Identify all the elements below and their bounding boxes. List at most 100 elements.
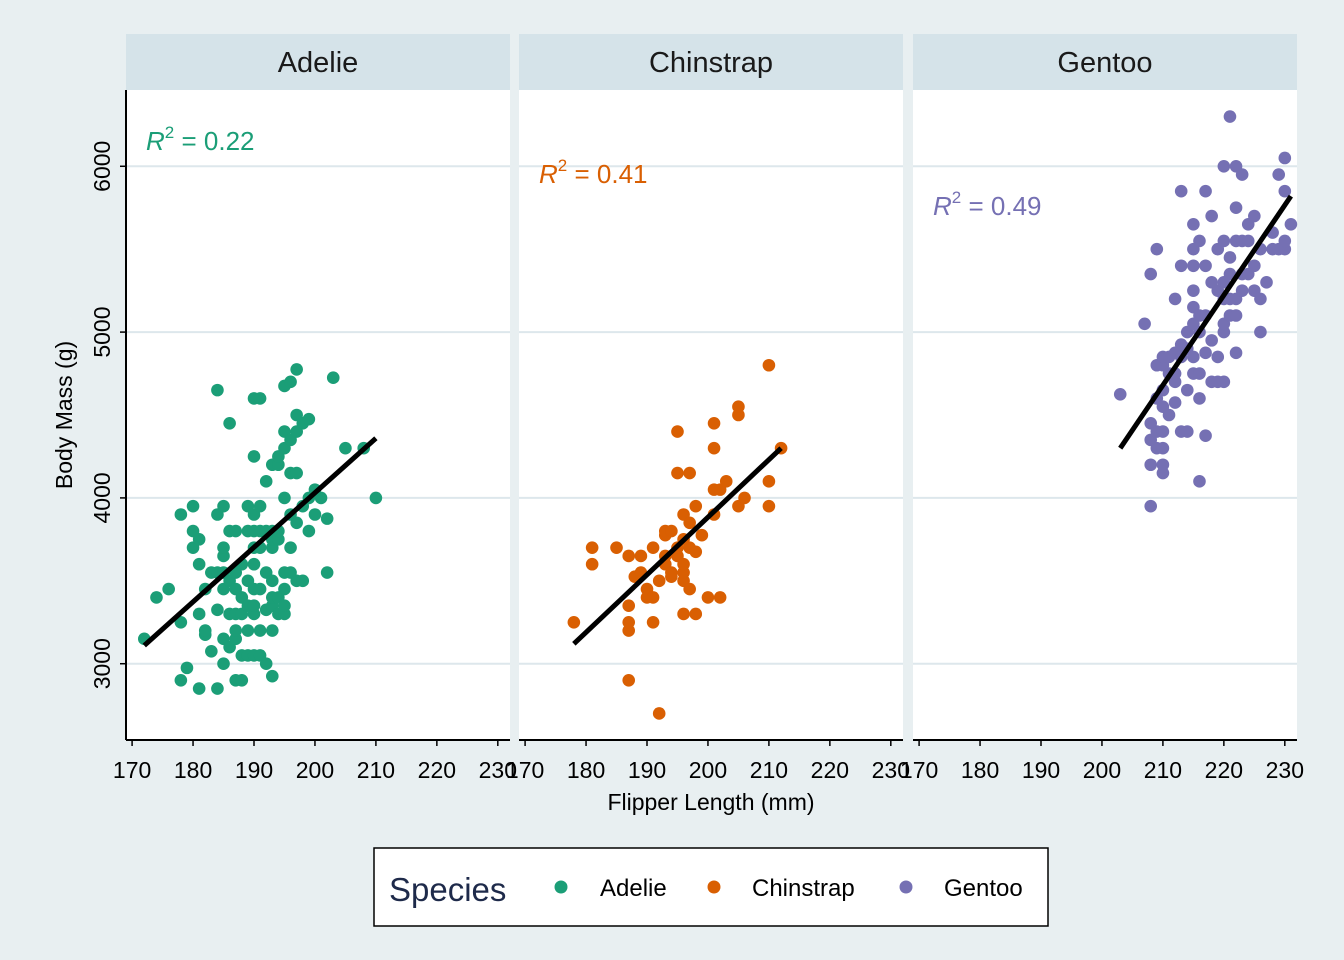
point-adelie-75 [259,475,273,488]
point-adelie-77 [265,624,279,637]
point-gentoo-27 [1168,292,1182,306]
fit-line-gentoo [1118,194,1293,450]
point-gentoo-0 [1113,387,1127,401]
point-adelie-6 [180,661,194,675]
point-adelie-62 [247,450,261,463]
point-adelie-116 [302,412,316,426]
point-adelie-104 [284,375,297,389]
point-adelie-117 [308,508,322,521]
y-tick-label-5000: 5000 [89,307,115,358]
point-gentoo-32 [1174,184,1188,198]
point-adelie-70 [253,392,267,405]
point-adelie-24 [217,657,230,671]
point-chinstrap-51 [719,475,733,488]
point-chinstrap-33 [677,557,690,571]
point-chinstrap-29 [671,425,684,438]
legend: Species Adelie Chinstrap Gentoo [373,847,1049,927]
point-gentoo-76 [1229,346,1243,360]
point-adelie-38 [229,624,243,637]
point-gentoo-42 [1187,259,1200,273]
point-gentoo-95 [1260,276,1273,289]
point-adelie-120 [320,566,334,579]
point-gentoo-77 [1229,309,1243,322]
point-chinstrap-39 [683,466,696,480]
legend-label-chinstrap: Chinstrap [752,875,855,902]
point-gentoo-93 [1254,292,1267,306]
point-gentoo-101 [1278,234,1292,248]
point-gentoo-74 [1223,251,1237,264]
point-gentoo-59 [1205,209,1218,223]
point-gentoo-1 [1138,317,1151,331]
point-adelie-20 [211,603,224,617]
x-tick-label-230: 230 [479,757,517,783]
point-adelie-17 [205,644,218,658]
legend-swatch-chinstrap [707,880,721,894]
point-adelie-93 [278,582,291,596]
point-gentoo-80 [1229,201,1243,215]
point-gentoo-51 [1199,429,1212,443]
point-adelie-100 [284,541,297,554]
point-chinstrap-57 [762,475,776,488]
point-adelie-12 [192,557,206,571]
point-gentoo-6 [1144,267,1158,281]
legend-title: Species [389,871,506,908]
point-chinstrap-6 [622,615,636,629]
point-chinstrap-43 [695,528,709,542]
point-gentoo-46 [1193,392,1206,405]
x-tick-label-200: 200 [296,757,334,783]
points-chinstrap [567,358,788,720]
point-adelie-121 [320,512,334,525]
legend-label-adelie: Adelie [600,875,667,902]
x-tick-label-220: 220 [418,757,456,783]
strip-gentoo [913,34,1297,90]
point-adelie-9 [186,499,200,513]
point-chinstrap-54 [732,400,745,414]
point-adelie-69 [253,499,267,513]
point-chinstrap-2 [585,541,599,554]
point-gentoo-15 [1156,425,1170,438]
points-adelie [137,363,383,695]
point-adelie-10 [192,682,206,695]
point-adelie-58 [247,557,261,571]
point-gentoo-13 [1156,458,1170,472]
point-chinstrap-40 [689,607,703,621]
point-gentoo-52 [1199,346,1212,360]
point-adelie-30 [217,499,230,513]
point-chinstrap-25 [665,524,678,538]
x-tick-label-190: 190 [1022,757,1060,783]
point-adelie-107 [290,466,303,480]
fit-line-adelie [142,436,378,648]
point-gentoo-34 [1180,383,1194,397]
x-tick-label-170: 170 [506,757,544,783]
point-adelie-1 [150,591,163,604]
panel-chinstrap: Chinstrap 170 180 190 200 210 220 230 R2 = 0.41 [506,34,910,783]
point-chinstrap-8 [622,549,636,563]
x-tick-label-230: 230 [1266,757,1304,783]
legend-item-chinstrap: Chinstrap [707,875,855,902]
point-chinstrap-7 [622,599,636,612]
x-tick-label-170: 170 [113,757,151,783]
x-tick-label-190: 190 [628,757,666,783]
point-chinstrap-55 [738,491,751,505]
point-gentoo-23 [1168,396,1182,409]
fit-line-chinstrap [572,446,783,646]
point-adelie-92 [278,599,291,612]
legend-swatch-adelie [554,880,568,894]
point-adelie-23 [211,383,224,397]
strip-chinstrap [519,34,903,90]
point-gentoo-69 [1217,234,1231,248]
point-adelie-76 [265,669,279,683]
point-adelie-71 [259,657,273,671]
point-gentoo-45 [1193,475,1206,488]
point-chinstrap-24 [665,566,678,579]
legend-label-gentoo: Gentoo [944,875,1023,902]
plot-area-gentoo [913,90,1297,740]
point-gentoo-82 [1235,284,1249,297]
point-adelie-15 [198,624,212,637]
y-axis-title: Body Mass (g) [51,341,77,489]
point-gentoo-41 [1187,284,1200,297]
point-adelie-125 [369,491,383,505]
point-gentoo-3 [1144,458,1158,472]
x-tick-label-220: 220 [1205,757,1243,783]
x-tick-label-180: 180 [174,757,212,783]
